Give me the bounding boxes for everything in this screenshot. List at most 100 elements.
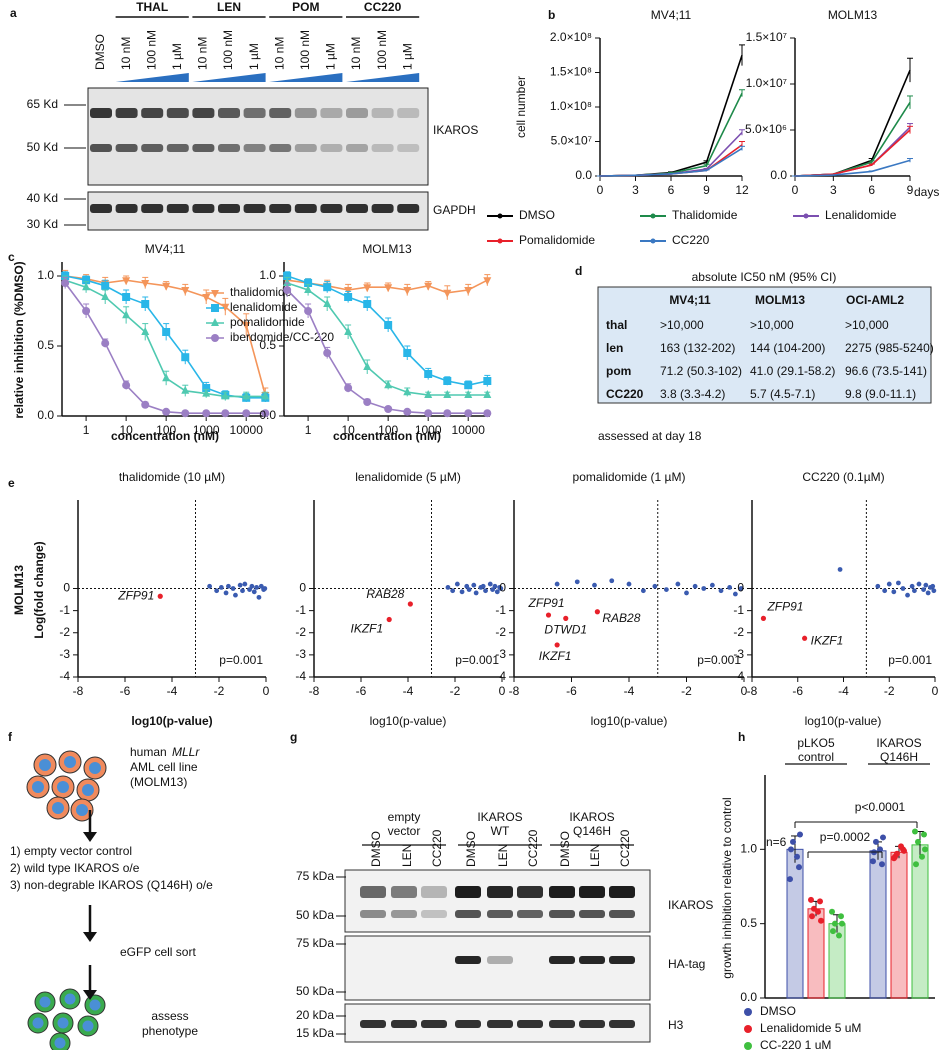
marker [211,334,219,342]
point [592,582,597,588]
band [141,144,164,152]
y-axis-label: Log(fold change) [32,541,46,638]
marker [211,290,219,298]
lane-label: DMSO [464,831,478,867]
y-tick-label: 0.5 [740,916,757,930]
hit-label: ZFP91 [117,588,154,602]
marker [122,310,131,319]
band [517,910,543,918]
nucleus [54,1037,66,1049]
marker [181,385,190,394]
point [727,584,733,590]
replicate-dot [809,913,815,920]
band [294,204,317,213]
x-tick-label: 0 [792,183,799,197]
marker [464,390,473,398]
bar [911,844,929,999]
x-tick-label: -4 [838,684,849,698]
point [675,581,681,587]
legend-label: Thalidomide [672,208,738,222]
band [243,204,266,213]
band [391,1020,417,1028]
band-label: H3 [668,1018,684,1032]
nucleus [32,781,44,793]
diagram-text: assess [151,1009,188,1023]
point [254,584,259,590]
diagram-step: 1) empty vector control [10,844,132,858]
band [294,144,317,152]
marker [202,294,211,302]
arrow-head [83,832,97,842]
point [574,579,580,585]
band [549,886,575,898]
chart-title: thalidomide (10 µM) [119,470,225,484]
marker [424,370,433,378]
point [466,587,472,593]
marker [242,322,251,330]
replicate-dot [894,850,900,857]
y-tick-label: 0 [499,581,506,595]
nucleus [57,1017,69,1029]
y-tick-label: -3 [495,647,506,661]
diagram-text: (MOLM13) [130,775,187,789]
x-axis-label: concentration (nM) [333,429,441,443]
marker [242,391,251,400]
point [251,589,257,595]
table-row-label: len [606,341,623,355]
band [579,910,605,918]
band [397,144,420,152]
nucleus [82,784,94,796]
legend-dot [744,1042,752,1050]
group-label: THAL [136,0,168,14]
marker [483,409,492,418]
marker [483,377,492,385]
replicate-dot [829,908,835,915]
band [141,204,164,213]
hit-point [563,615,569,621]
replicate-dot [832,920,838,927]
marker [403,349,412,357]
point [652,583,658,589]
band [397,108,420,118]
point [738,586,744,591]
x-tick-label: 10 [341,423,355,437]
marker-label: 15 kDa [296,1026,334,1040]
marker [101,339,110,348]
lane-label: 1 µM [400,43,414,70]
x-tick-label: 10000 [230,423,264,437]
replicate-dot [790,838,796,845]
replicate-dot [870,858,876,865]
x-tick-label: -6 [566,684,577,698]
table-cell: >10,000 [660,318,704,332]
marker [181,287,190,295]
replicate-dot [788,846,794,853]
point [930,583,936,589]
marker [464,381,473,390]
marker [221,391,230,400]
x-axis-label: log10(p-value) [805,714,882,728]
x-tick-label: -4 [167,684,178,698]
nucleus [39,759,51,771]
band [549,1020,575,1028]
marker [363,398,372,406]
nucleus [32,1017,44,1029]
chart-title: MOLM13 [828,8,878,22]
band [166,204,189,213]
x-tick-label: 9 [703,183,710,197]
band [371,108,394,118]
x-axis-label: log10(p-value) [131,714,212,728]
marker [122,381,131,390]
x-tick-label: 100 [378,423,398,437]
point [230,586,236,591]
diagram-step: 2) wild type IKAROS o/e [10,861,140,875]
replicate-dot [898,843,904,850]
marker [242,409,251,418]
y-tick-label: 0.0 [770,168,787,182]
point [258,583,264,589]
replicate-dot [877,846,883,853]
table-cell: >10,000 [750,318,794,332]
band [421,910,447,918]
point [931,588,937,594]
band [115,204,138,213]
